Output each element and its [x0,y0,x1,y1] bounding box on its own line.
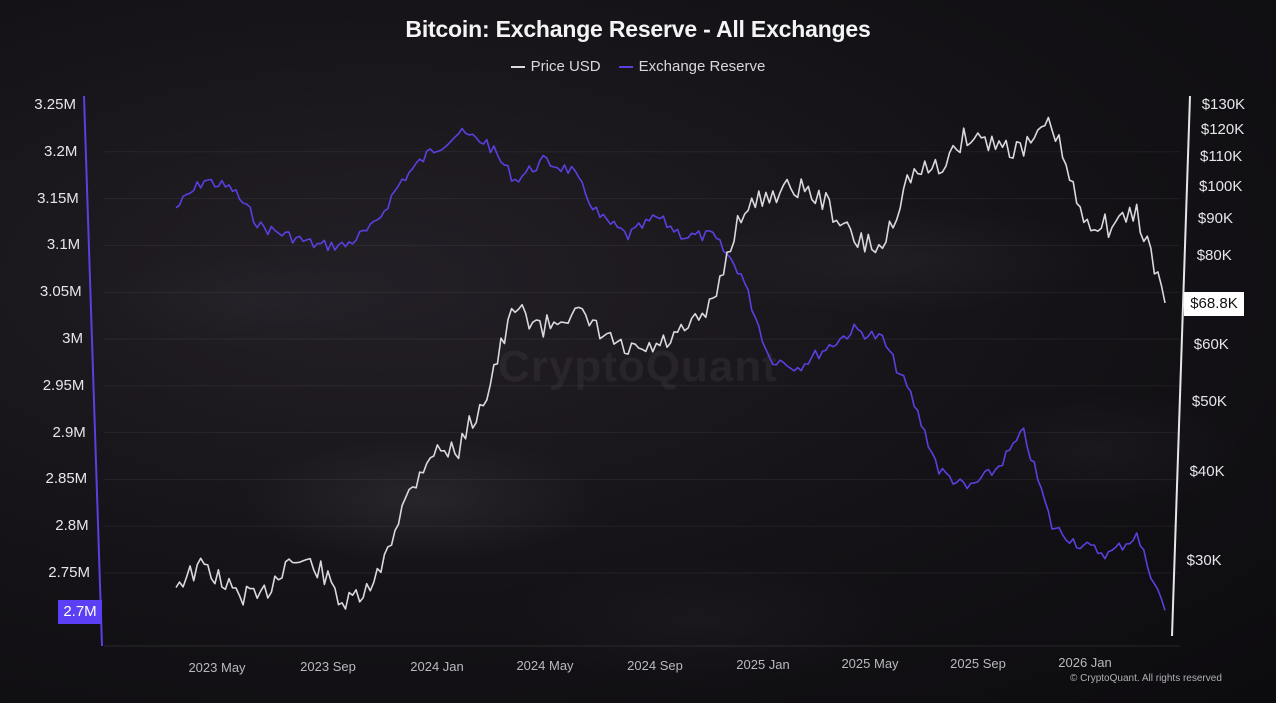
right-axis-line [1171,95,1191,637]
left-tick-label: 3.05M [39,283,82,301]
left-tick-label: 3.15M [37,189,79,207]
x-tick-label: 2025 Jan [736,657,790,672]
x-tick-label: 2026 Jan [1058,655,1112,671]
left-tick-label: 2.9M [52,423,86,441]
left-tick-label: 2.75M [48,564,90,581]
watermark: CryptoQuant [498,342,778,391]
left-tick-label: 2.85M [45,470,88,488]
legend-label-price: Price USD [530,58,601,75]
x-tick-label: 2025 May [841,656,899,672]
x-tick-label: 2024 May [516,658,574,674]
x-tick-label: 2024 Sep [627,657,683,673]
right-tick-label: $120K [1200,120,1245,138]
exchange-reserve-line [175,127,1166,611]
right-tick-label: $110K [1199,147,1243,165]
gridlines [104,151,1180,647]
left-tick-label: 3M [62,330,83,347]
right-tick-label: $30K [1186,552,1222,569]
current-reserve-badge: 2.7M [58,600,102,624]
legend-swatch-reserve-icon [618,65,633,68]
left-tick-label: 3.25M [34,96,76,113]
chart-title: Bitcoin: Exchange Reserve - All Exchange… [405,16,871,42]
current-price-badge: $68.8K [1184,292,1244,316]
legend-item-reserve[interactable]: Exchange Reserve [618,58,766,75]
price-usd-line [175,116,1166,610]
legend-swatch-price-icon [510,65,525,68]
right-tick-label: $100K [1199,177,1243,195]
left-axis-line [83,95,103,647]
right-tick-label: $90K [1197,210,1233,228]
left-tick-label: 3.1M [46,236,81,254]
right-tick-label: $130K [1201,96,1246,113]
legend-item-price[interactable]: Price USD [510,58,601,75]
x-tick-label: 2025 Sep [950,655,1006,671]
left-tick-label: 3.2M [44,142,78,160]
left-tick-label: 2.8M [55,517,89,535]
x-tick-label: 2024 Jan [410,658,464,674]
right-tick-label: $80K [1196,246,1232,264]
right-tick-label: $40K [1189,462,1225,480]
x-tick-label: 2023 May [188,660,246,675]
copyright-notice: © CryptoQuant. All rights reserved [1070,673,1222,684]
left-tick-label: 2.95M [42,376,85,394]
legend-label-reserve: Exchange Reserve [638,58,766,75]
chart-legend: Price USD Exchange Reserve [0,58,1276,75]
right-tick-label: $50K [1191,393,1227,411]
right-tick-label: $60K [1193,336,1229,354]
x-tick-label: 2023 Sep [300,659,356,675]
